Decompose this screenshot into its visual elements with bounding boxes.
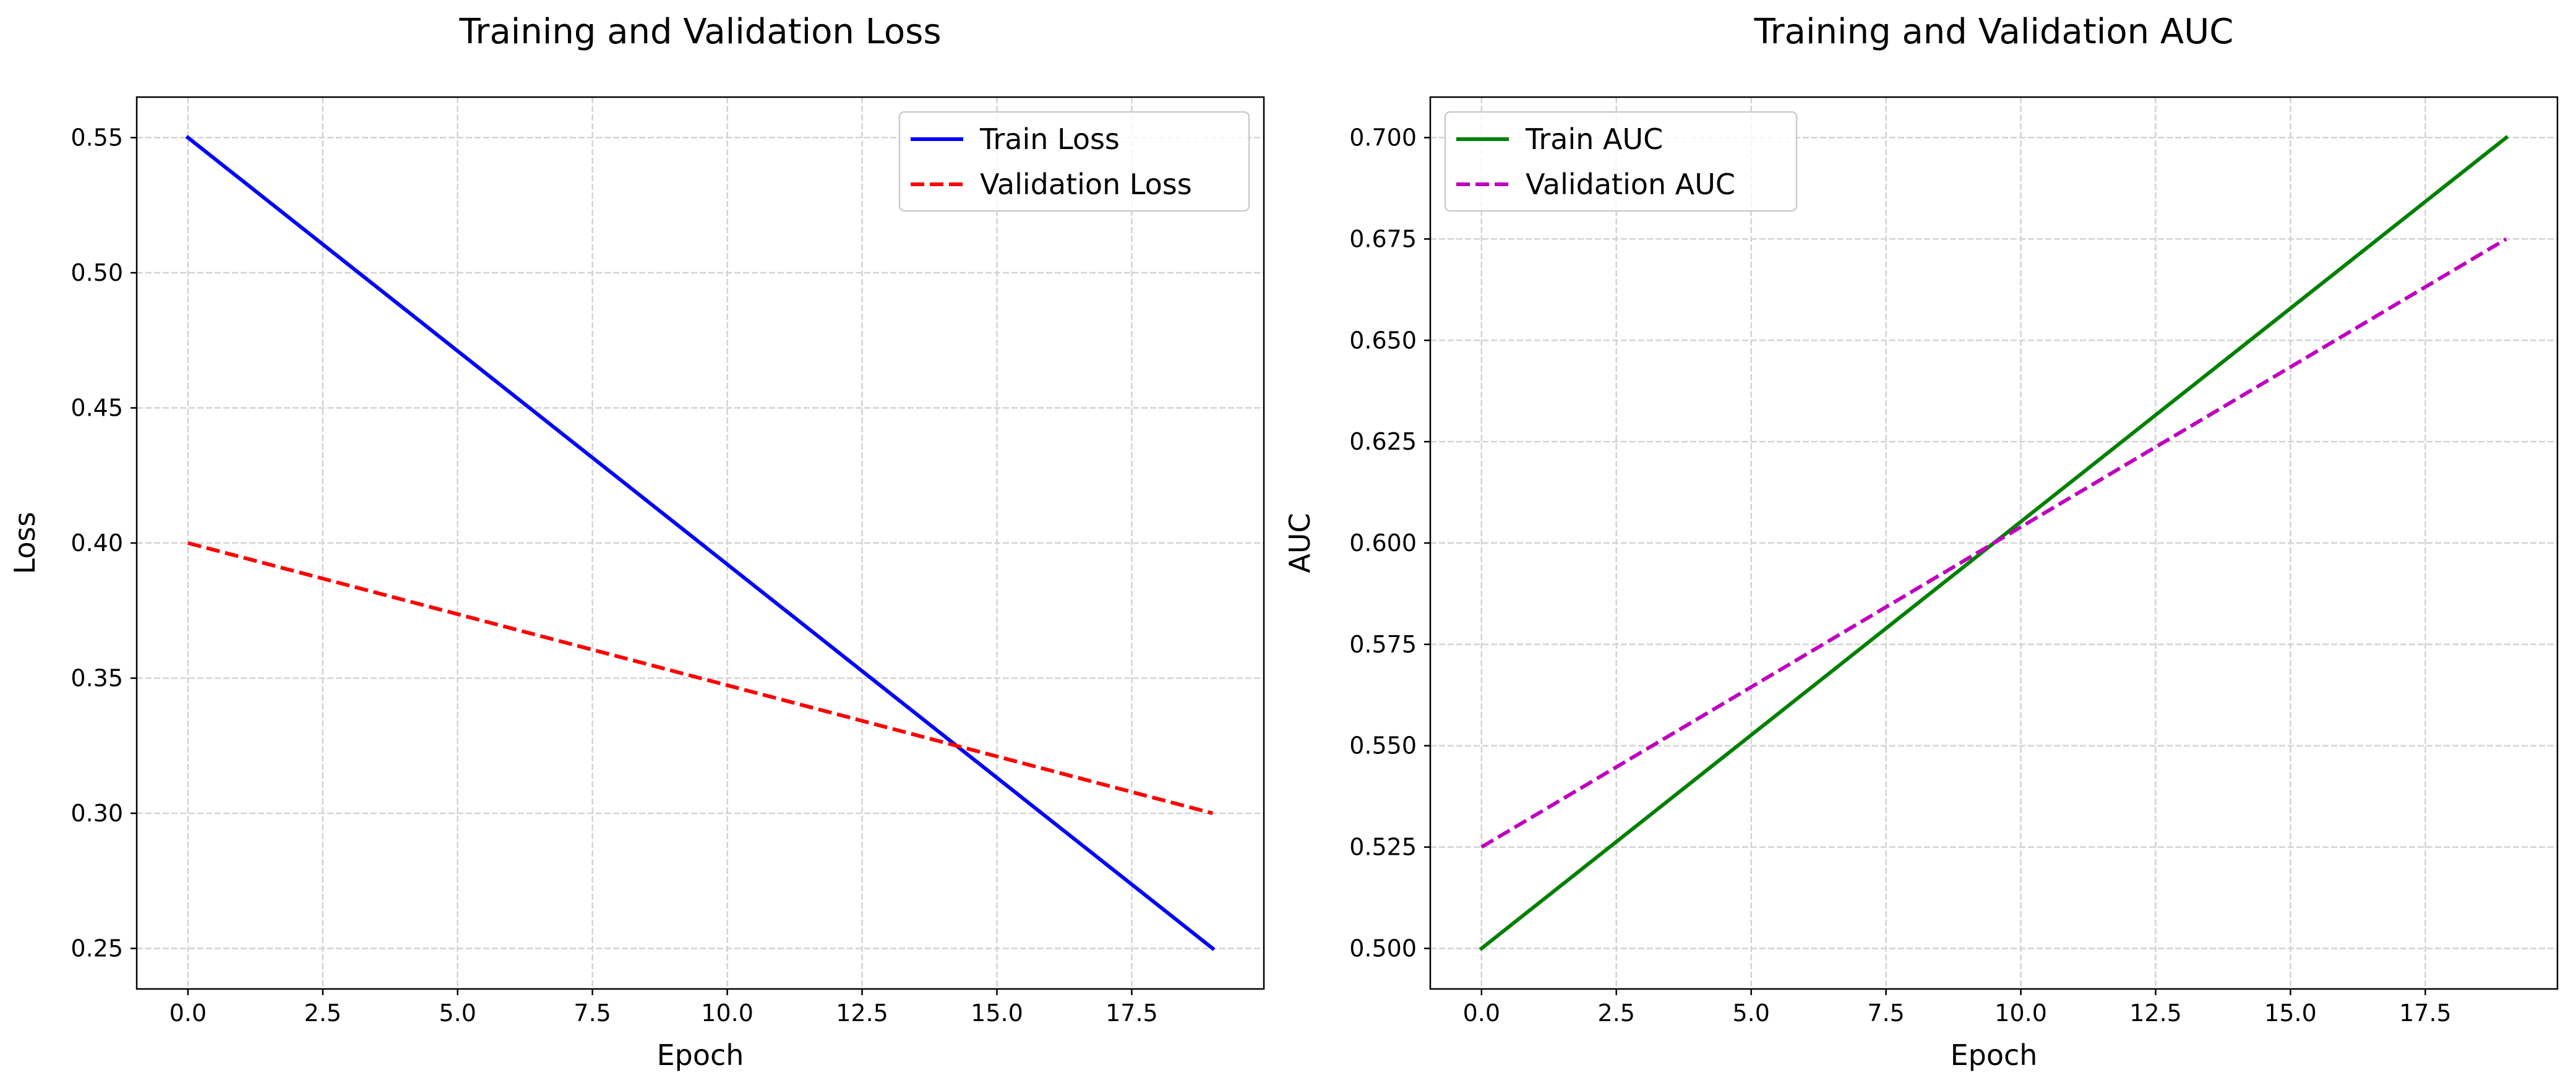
legend-label: Train Loss [979,122,1120,156]
x-tick-label: 10.0 [1994,999,2047,1027]
legend-label: Train AUC [1525,122,1663,156]
y-tick-label: 0.35 [71,664,123,691]
y-tick-label: 0.40 [71,529,123,557]
y-tick-label: 0.600 [1349,529,1417,557]
legend-label: Validation Loss [980,168,1192,201]
x-tick-label: 10.0 [701,999,753,1027]
x-tick-label: 7.5 [573,999,611,1027]
x-tick-label: 15.0 [971,999,1023,1027]
series-line-2 [1480,237,2507,849]
legend-box [898,111,1250,212]
y-tick-label: 0.550 [1349,732,1417,759]
x-tick-label: 12.5 [836,999,888,1027]
legend: Train Loss Validation Loss [898,111,1250,212]
chart-panel-2: 0.0 2.5 5.0 7.5 10.0 12.5 15.0 17.5 0.500 0.525 0.… [1283,12,2559,1072]
x-tick-label: 0.0 [1463,999,1500,1027]
y-tick-label: 0.650 [1349,327,1417,354]
y-tick-label: 0.500 [1349,935,1417,962]
series-line-1 [185,135,1216,951]
x-tick-label: 2.5 [1598,999,1635,1027]
legend-box [1444,111,1798,212]
y-tick-label: 0.625 [1349,428,1417,455]
series-line-2 [187,541,1213,815]
legend: Train AUC Validation AUC [1444,111,1798,212]
y-axis-label: AUC [1283,513,1316,573]
x-tick-label: 7.5 [1867,999,1904,1027]
x-tick-label: 5.0 [1732,999,1769,1027]
x-tick-label: 0.0 [170,999,207,1027]
y-tick-label: 0.575 [1349,631,1417,658]
y-tick-label: 0.700 [1349,124,1417,152]
y-tick-label: 0.525 [1349,834,1417,861]
y-tick-label: 0.675 [1349,225,1417,252]
x-tick-label: 17.5 [1106,999,1158,1027]
chart-title: Training and Validation Loss [458,12,941,52]
y-tick-label: 0.45 [71,395,123,422]
legend-label: Validation AUC [1526,168,1735,201]
y-tick-label: 0.50 [71,259,123,286]
x-tick-label: 17.5 [2399,999,2452,1027]
chart-panel-1: 0.0 2.5 5.0 7.5 10.0 12.5 15.0 17.5 0.25 0.30 0.35… [8,12,1265,1072]
x-tick-label: 15.0 [2264,999,2317,1027]
y-tick-label: 0.30 [71,800,123,827]
x-tick-label: 12.5 [2129,999,2182,1027]
y-tick-label: 0.55 [71,124,123,152]
chart-title: Training and Validation AUC [1754,12,2234,52]
y-tick-label: 0.25 [71,935,123,962]
y-axis-label: Loss [8,512,41,575]
x-axis-label: Epoch [1951,1038,2038,1072]
x-tick-label: 2.5 [304,999,341,1027]
x-tick-label: 5.0 [439,999,476,1027]
x-axis-label: Epoch [657,1038,744,1072]
